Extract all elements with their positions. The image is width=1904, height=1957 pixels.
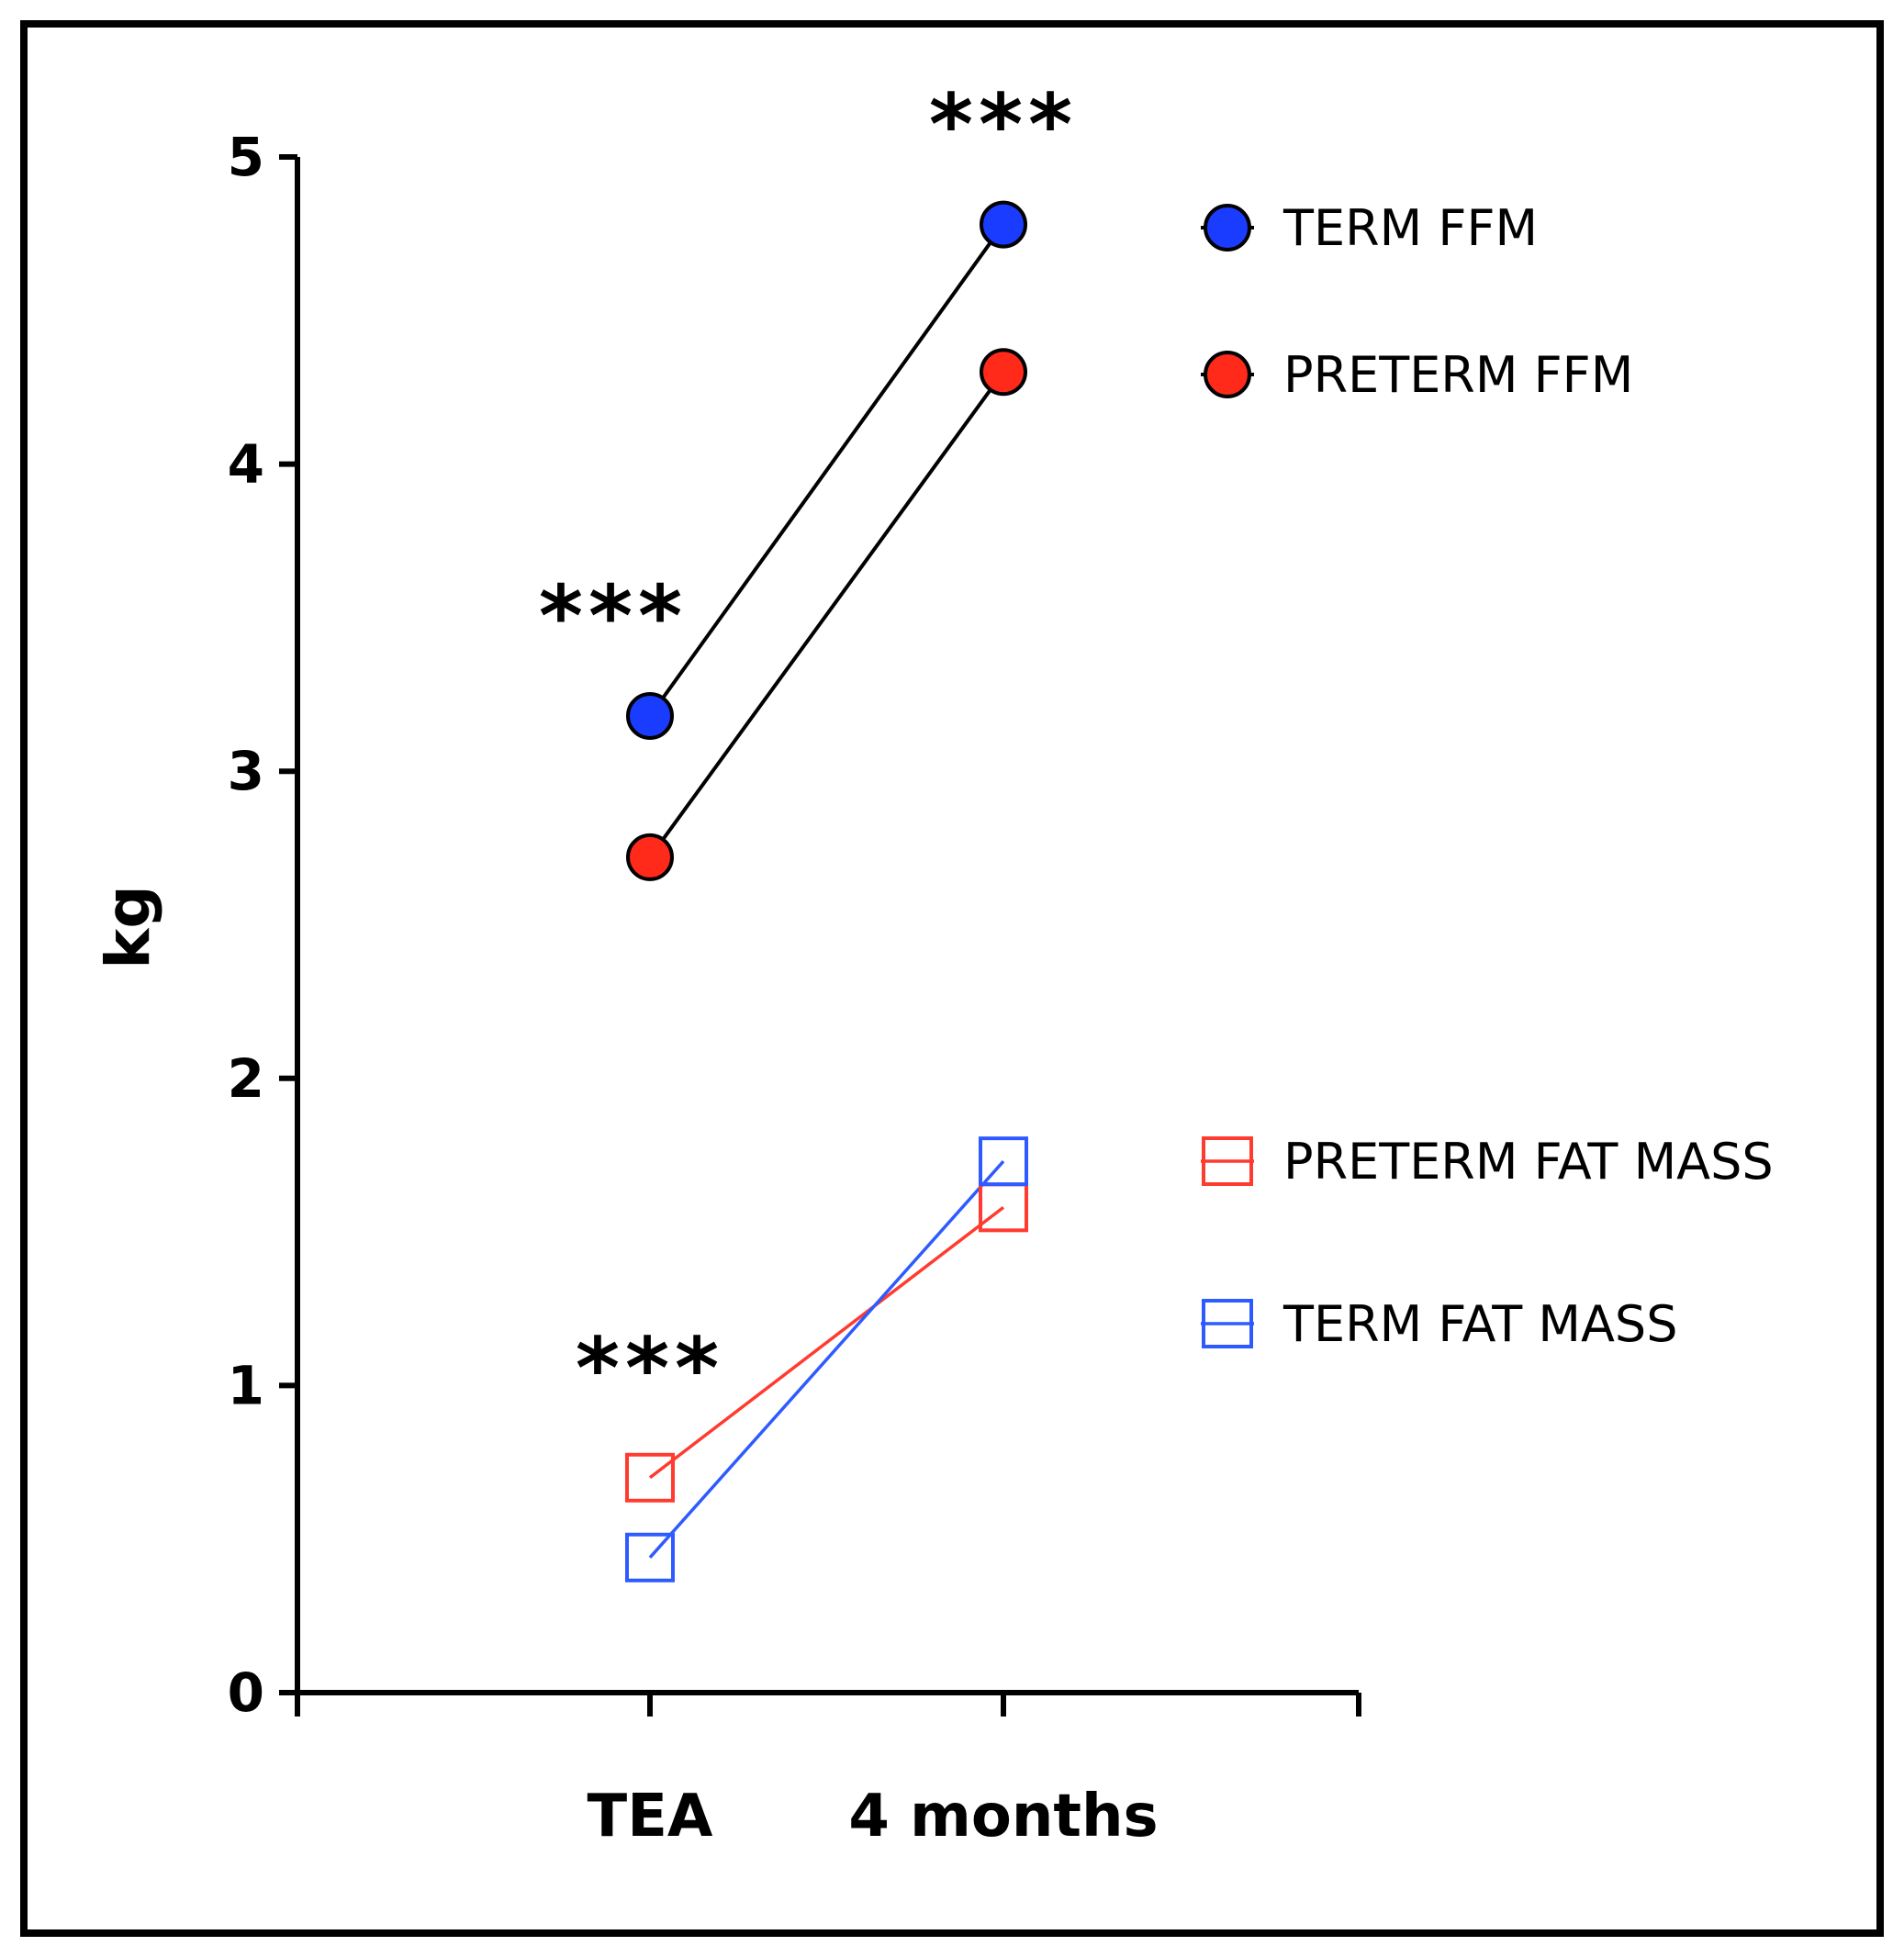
legend-swatch-square <box>1202 1136 1253 1186</box>
significance-annotation: *** <box>539 567 688 665</box>
y-tick-label: 0 <box>228 1661 264 1724</box>
y-tick-label: 1 <box>228 1354 264 1416</box>
data-point-circle <box>626 691 674 740</box>
data-point-square <box>979 1136 1028 1187</box>
data-point-circle <box>980 200 1027 249</box>
y-tick-label: 3 <box>228 740 264 802</box>
significance-annotation: *** <box>929 76 1078 174</box>
series-line-2 <box>648 1205 1005 1480</box>
legend-label: PRETERM FFM <box>1283 346 1633 404</box>
x-category-label: TEA <box>588 1783 713 1851</box>
y-tick-label: 4 <box>228 433 264 496</box>
legend-swatch-circle <box>1204 204 1251 252</box>
chart-frame <box>20 20 1884 1937</box>
legend-swatch-square <box>1202 1299 1253 1348</box>
x-category-label: 4 months <box>848 1783 1158 1851</box>
legend-label: TERM FFM <box>1282 199 1538 257</box>
data-point-square <box>625 1452 675 1503</box>
series-line-3 <box>648 1159 1005 1559</box>
significance-annotation: *** <box>576 1320 724 1418</box>
legend-label: TERM FAT MASS <box>1282 1295 1677 1353</box>
y-tick-label: 2 <box>228 1047 264 1110</box>
y-axis-title: kg <box>93 885 163 968</box>
data-point-circle <box>626 833 674 881</box>
y-tick-label: 5 <box>228 126 264 188</box>
series-line-0 <box>648 223 1005 718</box>
data-point-circle <box>980 348 1027 397</box>
series-line-1 <box>648 371 1005 859</box>
legend-swatch-circle <box>1204 351 1251 398</box>
data-point-square <box>625 1532 675 1582</box>
legend-label: PRETERM FAT MASS <box>1283 1133 1774 1191</box>
